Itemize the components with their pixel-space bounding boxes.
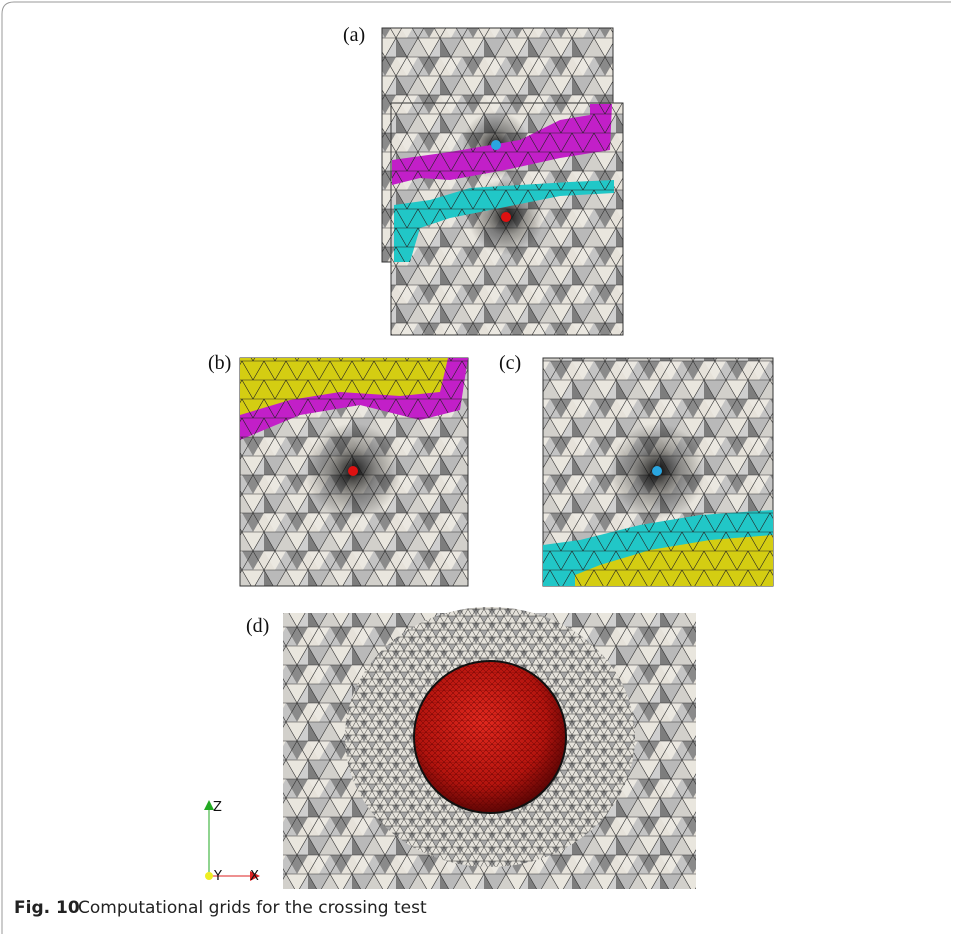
figure-page: (a) (b) (c) (d) Z Y X Fig. 10 Computatio… — [0, 0, 953, 936]
panel-b — [240, 358, 468, 586]
frame-corner — [2, 2, 14, 14]
panel-label: (d) — [246, 615, 269, 637]
axis-label: Z — [213, 800, 222, 815]
axis-label: Y — [213, 869, 222, 884]
panel-label: (c) — [499, 352, 521, 374]
panel-a — [382, 28, 623, 335]
panel-label: (a) — [343, 24, 365, 46]
panel-c — [543, 358, 773, 586]
caption-text: Computational grids for the crossing tes… — [78, 898, 427, 918]
panel-d — [283, 607, 696, 889]
panel-label: (b) — [208, 352, 231, 374]
axes-triad: Z Y X — [204, 800, 260, 884]
axis-label: X — [250, 869, 259, 884]
caption-label: Fig. 10 — [14, 898, 80, 918]
